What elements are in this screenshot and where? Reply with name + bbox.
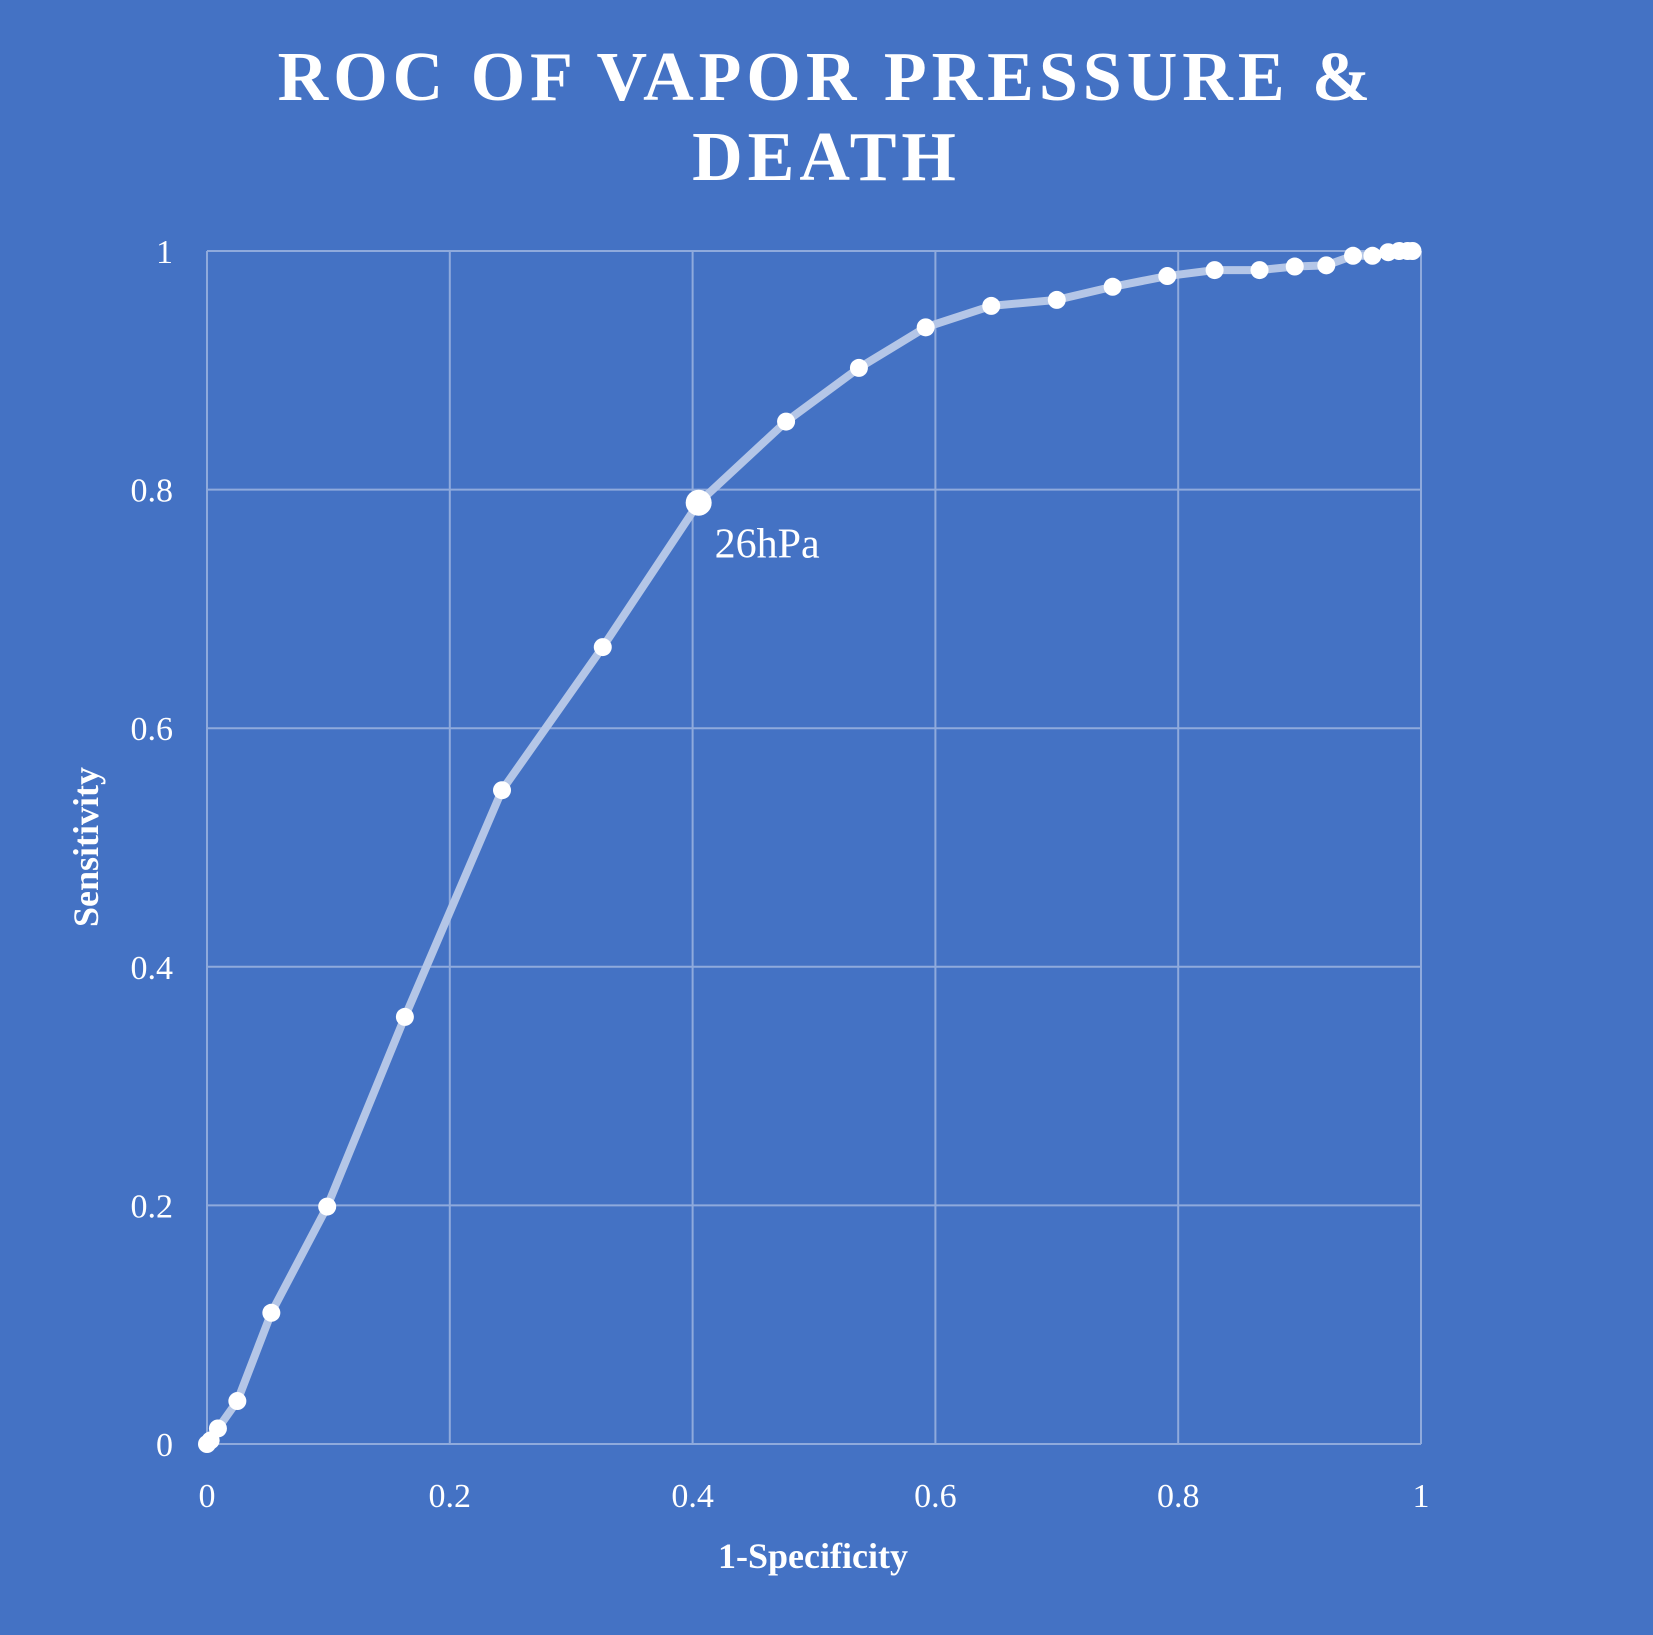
data-label-26hpa: 26hPa (715, 522, 820, 568)
data-point (228, 1392, 247, 1411)
x-tick-label: 0.8 (1157, 1478, 1200, 1515)
data-point (916, 318, 935, 337)
data-point (1103, 277, 1122, 296)
y-tick-label: 0.2 (131, 1188, 174, 1225)
data-point (1158, 267, 1177, 286)
data-point (493, 781, 512, 800)
highlighted-point (685, 489, 712, 516)
x-tick-label: 0.2 (429, 1478, 472, 1515)
chart-title: ROC OF VAPOR PRESSURE & DEATH (0, 38, 1653, 198)
x-tick-label: 0.4 (671, 1478, 714, 1515)
data-point (395, 1007, 414, 1026)
data-point (849, 358, 868, 377)
y-tick-label: 0.4 (131, 950, 174, 987)
data-point (982, 296, 1001, 315)
series-group (198, 242, 1422, 1453)
data-point (777, 412, 796, 431)
x-tick-label: 0.6 (914, 1478, 957, 1515)
data-point (1285, 257, 1304, 276)
data-point (1047, 290, 1066, 309)
data-point (1403, 242, 1422, 260)
x-tick-label: 0 (199, 1478, 216, 1515)
y-axis-title: Sensitivity (66, 767, 106, 927)
y-tick-label: 1 (156, 234, 173, 271)
chart-title-line-1: ROC OF VAPOR PRESSURE & (277, 39, 1376, 116)
data-point (262, 1303, 281, 1322)
plot-grid (206, 250, 1422, 1445)
y-tick-label: 0.8 (131, 473, 174, 510)
data-point (593, 638, 612, 657)
annotation-group: 26hPa (685, 489, 820, 568)
chart-title-line-2: DEATH (692, 119, 961, 196)
data-point (1344, 246, 1363, 265)
y-tick-label: 0 (156, 1427, 173, 1464)
data-point (1250, 261, 1269, 280)
y-tick-label: 0.6 (131, 711, 174, 748)
x-tick-label: 1 (1413, 1478, 1430, 1515)
data-point (208, 1419, 227, 1438)
data-point (1205, 261, 1224, 280)
x-axis-title: 1-Specificity (718, 1536, 908, 1576)
data-point (1317, 256, 1336, 275)
x-axis-ticks: 0 0.2 0.4 0.6 0.8 1 (199, 1478, 1430, 1515)
roc-curve (203, 247, 1417, 1448)
data-point (1363, 246, 1382, 265)
y-axis-ticks: 0 0.2 0.4 0.6 0.8 1 (131, 234, 174, 1464)
data-point (318, 1197, 337, 1216)
